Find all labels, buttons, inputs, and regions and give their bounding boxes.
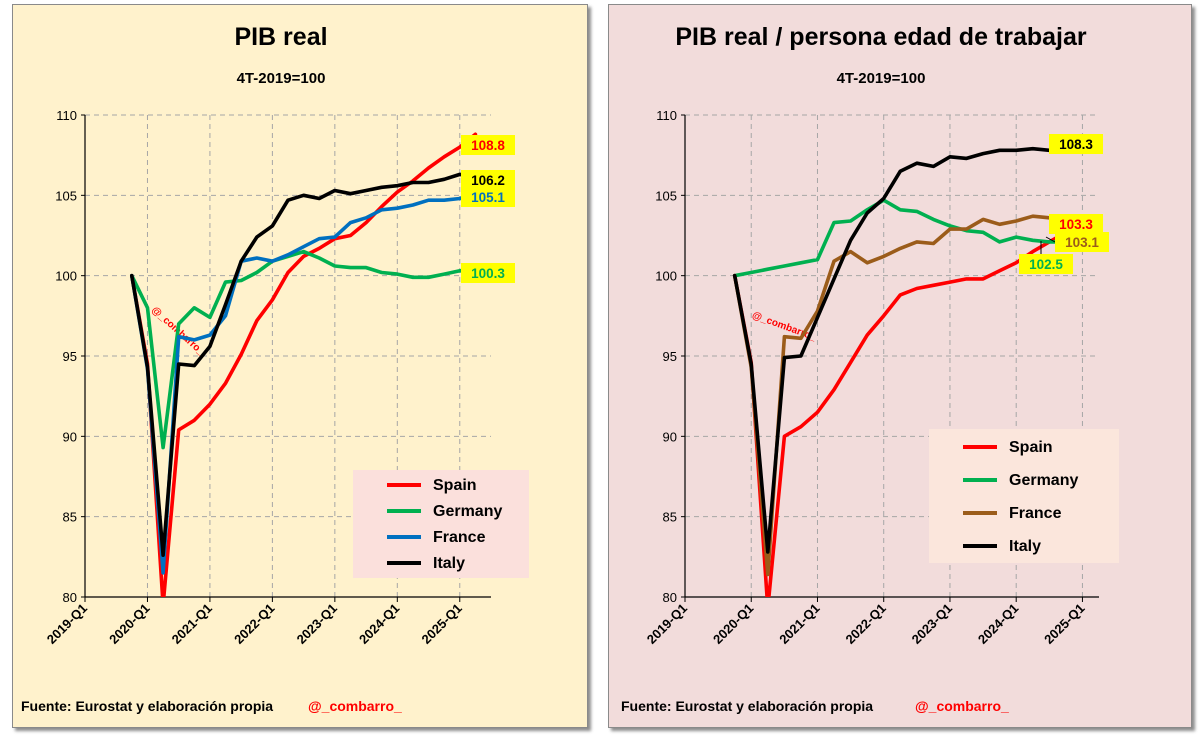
legend: Spain Germany France Italy [353, 470, 529, 578]
y-tick-label: 85 [63, 510, 77, 525]
x-tick-label: 2020-Q1 [710, 601, 756, 647]
leader-line-france [1045, 236, 1056, 243]
legend-label-germany: Germany [1009, 472, 1078, 489]
end-label-box-germany [1019, 254, 1073, 274]
x-axis-ticks: 2019-Q1 2020-Q1 2021-Q1 2022-Q1 2023-Q1 2024-… [644, 597, 1088, 647]
end-label-box-france [1055, 232, 1109, 252]
end-label-france: 105.1 [471, 190, 505, 205]
y-tick-label: 105 [655, 188, 677, 203]
x-axis-ticks: 2019-Q1 2020-Q1 2021-Q1 2022-Q1 2023-Q1 2024-… [44, 597, 465, 647]
chart-title: PIB real [234, 23, 327, 51]
x-tick-label: 2023-Q1 [294, 601, 340, 647]
x-tick-label: 2022-Q1 [231, 601, 277, 647]
legend-label-spain: Spain [433, 477, 477, 494]
chart-subtitle: 4T-2019=100 [837, 70, 926, 87]
x-tick-label: 2023-Q1 [909, 601, 955, 647]
end-label-spain: 103.3 [1059, 217, 1093, 232]
y-axis-ticks: 80 85 90 95 100 105 110 [55, 108, 77, 605]
y-tick-label: 95 [63, 349, 77, 364]
end-labels: 108.8 106.2 105.1 100.3 [461, 135, 515, 283]
end-label-box-italy [1049, 134, 1103, 154]
end-label-box-spain [1049, 214, 1103, 234]
end-label-box-germany [461, 263, 515, 283]
end-label-box-spain [461, 135, 515, 155]
x-tick-label: 2019-Q1 [44, 601, 90, 647]
legend-box [929, 429, 1119, 563]
end-label-germany: 100.3 [471, 266, 505, 281]
legend-label-france: France [1009, 505, 1062, 522]
y-tick-label: 95 [663, 349, 677, 364]
chart-svg-pib-real: PIB real 4T-2019=100 80 85 90 95 100 105 110 2… [21, 23, 529, 714]
series-line-germany [130, 249, 478, 450]
footer: Fuente: Eurostat y elaboración propia @_… [21, 698, 402, 714]
end-label-germany: 102.5 [1029, 257, 1063, 272]
end-label-italy: 106.2 [471, 173, 505, 188]
axes [81, 114, 491, 598]
source-note: Fuente: Eurostat y elaboración propia [21, 698, 273, 714]
series-line-italy [130, 172, 478, 558]
x-tick-label: 2025-Q1 [1041, 601, 1087, 647]
end-label-france: 103.1 [1065, 235, 1099, 250]
legend-label-france: France [433, 529, 486, 546]
y-tick-label: 80 [663, 590, 677, 605]
y-tick-label: 100 [655, 269, 677, 284]
y-tick-label: 90 [663, 429, 677, 444]
legend-label-italy: Italy [1009, 538, 1041, 555]
end-label-box-france [461, 187, 515, 207]
legend-label-italy: Italy [433, 555, 465, 572]
y-tick-label: 85 [663, 510, 677, 525]
chart-panel-pib-real-per-worker: PIB real / persona edad de trabajar 4T-2… [608, 4, 1192, 728]
x-tick-label: 2024-Q1 [975, 601, 1021, 647]
y-tick-label: 100 [55, 269, 77, 284]
end-label-italy: 108.3 [1059, 137, 1093, 152]
end-label-spain: 108.8 [471, 138, 505, 153]
y-tick-label: 110 [56, 108, 77, 123]
x-tick-label: 2025-Q1 [419, 601, 465, 647]
series-line-france [732, 214, 1085, 577]
x-tick-label: 2020-Q1 [106, 601, 152, 647]
series-line-france [130, 191, 478, 575]
legend-label-spain: Spain [1009, 439, 1053, 456]
chart-panel-pib-real: PIB real 4T-2019=100 80 85 90 95 100 105 110 2… [12, 4, 588, 728]
x-tick-label: 2021-Q1 [169, 601, 215, 647]
legend-label-germany: Germany [433, 503, 502, 520]
axes [681, 114, 1099, 598]
chart-svg-pib-real-per-worker: PIB real / persona edad de trabajar 4T-2… [621, 23, 1119, 714]
series-line-germany [732, 198, 1085, 278]
y-tick-label: 110 [656, 108, 677, 123]
x-tick-label: 2022-Q1 [842, 601, 888, 647]
y-axis-ticks: 80 85 90 95 100 105 110 [655, 108, 677, 605]
author-handle: @_combarro_ [308, 698, 402, 714]
series-lines [130, 132, 478, 597]
chart-title: PIB real / persona edad de trabajar [675, 23, 1087, 51]
chart-subtitle: 4T-2019=100 [237, 70, 326, 87]
series-line-italy [732, 140, 1085, 554]
y-tick-label: 105 [55, 188, 77, 203]
x-tick-label: 2024-Q1 [356, 601, 402, 647]
y-tick-label: 80 [63, 590, 77, 605]
end-label-box-italy [461, 170, 515, 190]
source-note: Fuente: Eurostat y elaboración propia [621, 698, 873, 714]
author-handle: @_combarro_ [915, 698, 1009, 714]
legend: Spain Germany France Italy [929, 429, 1119, 563]
footer: Fuente: Eurostat y elaboración propia @_… [621, 698, 1009, 714]
x-tick-label: 2019-Q1 [644, 601, 690, 647]
y-tick-label: 90 [63, 429, 77, 444]
legend-box [353, 470, 529, 578]
series-line-spain [130, 132, 478, 597]
x-tick-label: 2021-Q1 [776, 601, 822, 647]
